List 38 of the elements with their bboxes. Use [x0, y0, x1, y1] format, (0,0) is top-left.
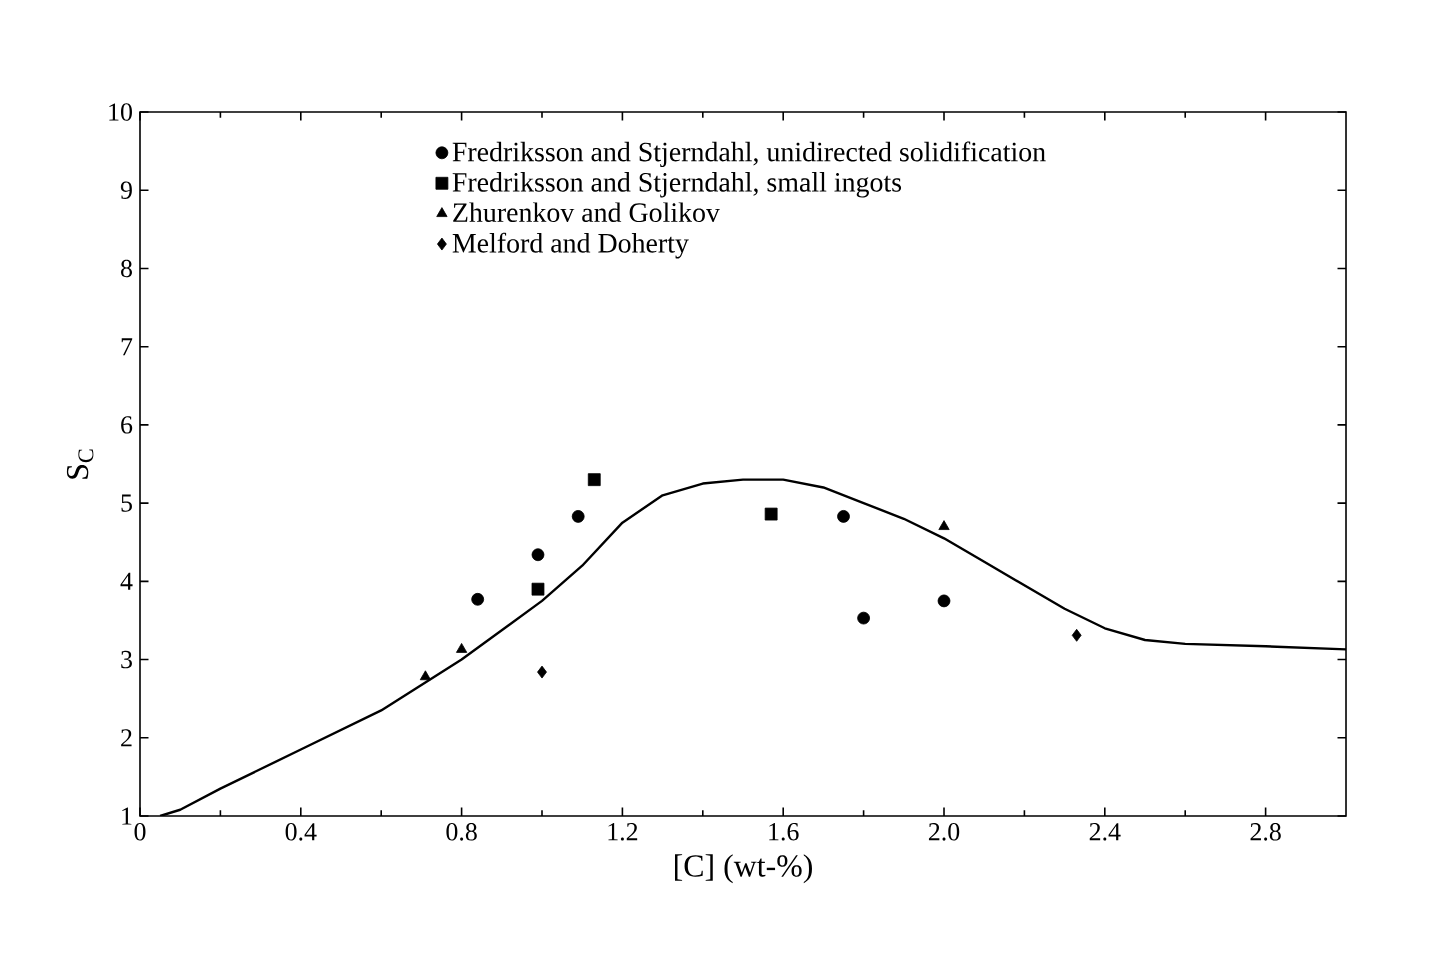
legend-label: Zhurenkov and Golikov [453, 202, 720, 223]
x-tick-label: 2.4 [1089, 823, 1121, 841]
x-tick-label: 0 [134, 823, 146, 841]
x-tick-label: 1.2 [608, 823, 638, 841]
point [531, 582, 545, 596]
point [764, 507, 778, 521]
y-tick-label: 1 [122, 807, 132, 825]
legend-label: Melford and Doherty [452, 232, 689, 259]
point [456, 643, 468, 653]
point [857, 611, 870, 625]
point [1071, 628, 1082, 642]
y-tick-label: 6 [121, 416, 133, 434]
legend-label: Fredriksson and Stjerndahl, unidirected solidification [452, 141, 1046, 168]
point [571, 510, 585, 523]
point [531, 548, 545, 562]
y-tick-label: 7 [121, 338, 133, 356]
point [937, 594, 951, 608]
point [587, 473, 601, 487]
x-tick-label: 1.6 [769, 823, 799, 841]
y-tick-label: 5 [121, 494, 132, 512]
x-axis-title: [C] (wt-%) [675, 854, 812, 884]
x-tick-label: 2.0 [928, 823, 960, 841]
legend-label: Fredriksson and Stjerndahl, small ingots [452, 172, 902, 198]
y-tick-label: 8 [121, 259, 132, 278]
y-axis-title: S$_{C}$ [66, 449, 94, 479]
y-tick-label: 9 [120, 181, 132, 199]
point [419, 670, 431, 681]
point [938, 520, 950, 530]
x-tick-label: 0.4 [285, 823, 317, 841]
y-tick-label: 10 [109, 103, 132, 121]
x-tick-label: 0.8 [446, 823, 477, 841]
point [837, 510, 850, 523]
y-tick-label: 3 [121, 650, 132, 669]
point [537, 665, 547, 679]
y-tick-label: 2 [121, 729, 132, 747]
point [471, 592, 485, 606]
x-tick-label: 2.8 [1250, 823, 1281, 841]
y-tick-label: 4 [120, 572, 133, 590]
